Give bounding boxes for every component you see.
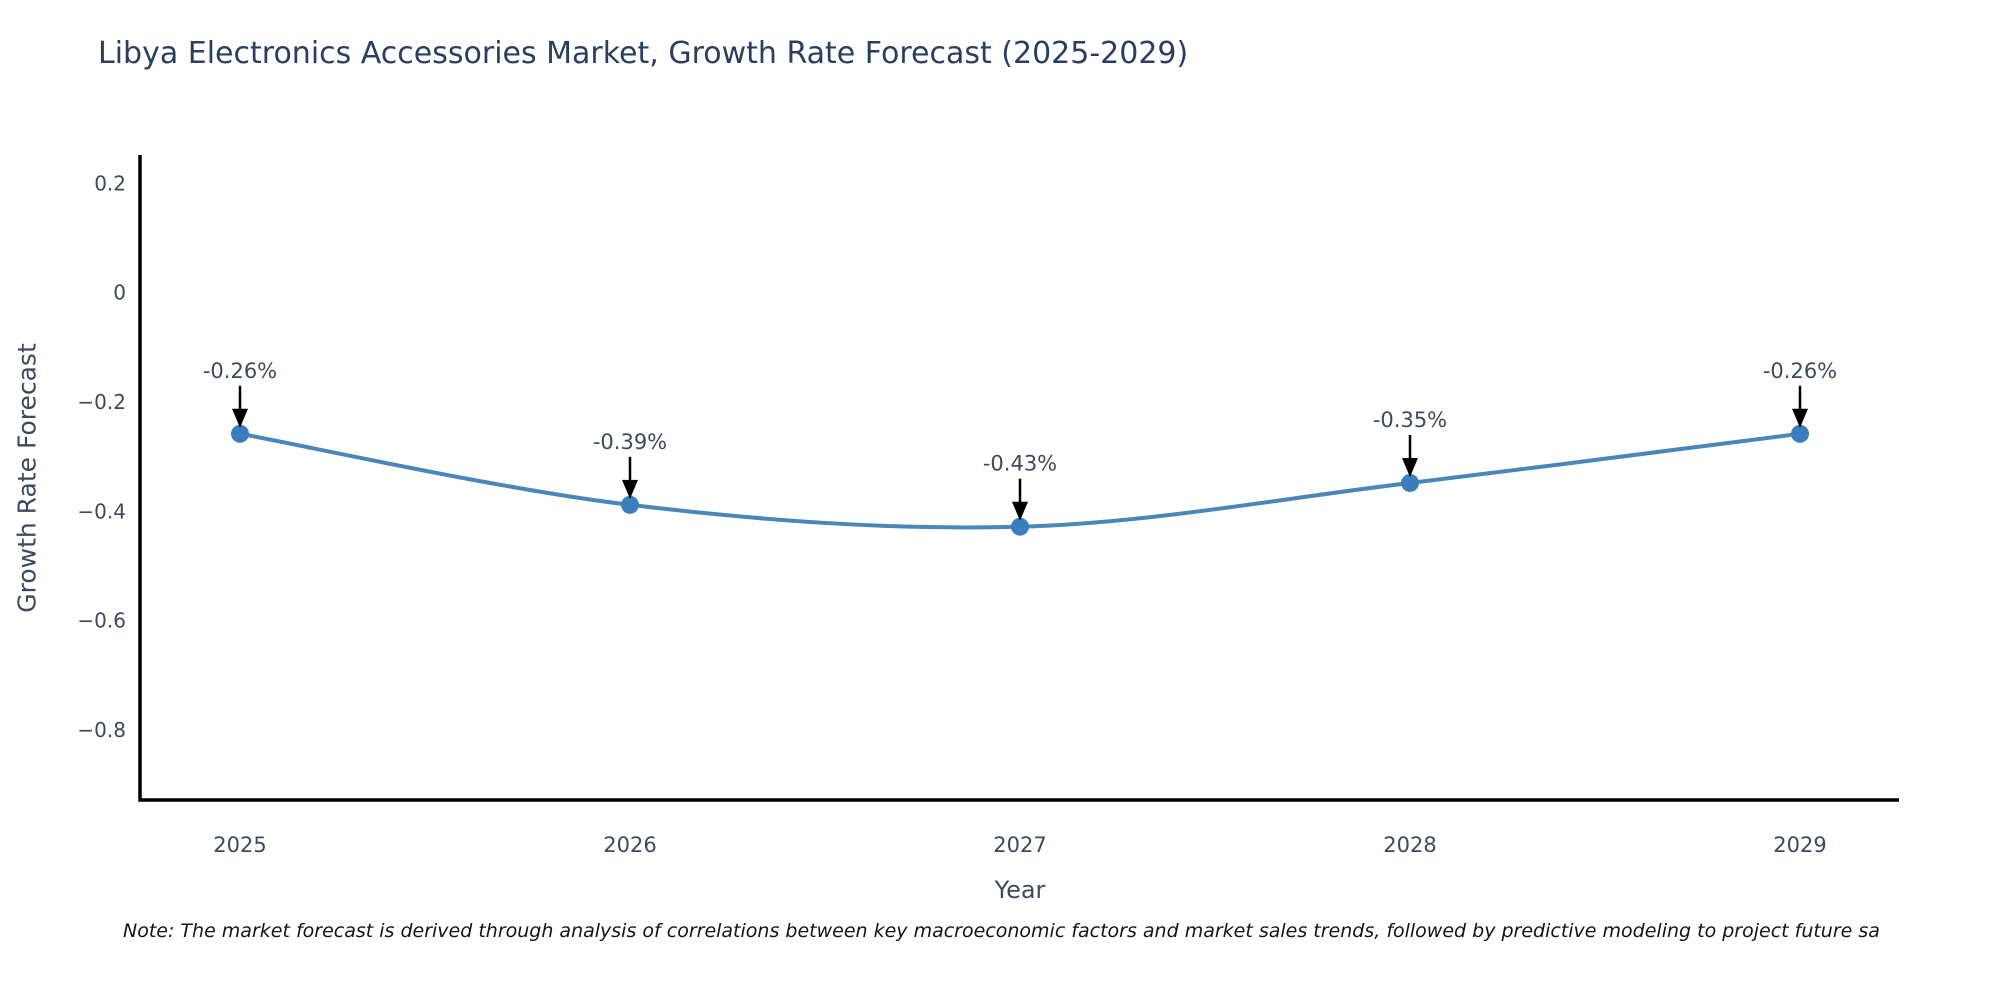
x-tick-label: 2028 (1383, 833, 1436, 857)
footnote: Note: The market forecast is derived thr… (123, 920, 1880, 942)
x-tick-label: 2029 (1773, 833, 1826, 857)
data-point (621, 495, 639, 514)
y-tick-label: −0.8 (77, 718, 126, 742)
y-tick-label: −0.2 (77, 390, 126, 414)
data-point (1791, 424, 1809, 443)
annotation-arrow-head (622, 479, 638, 499)
axis-spines (138, 155, 1899, 802)
x-tick-label: 2025 (213, 833, 266, 857)
data-point (1401, 473, 1419, 492)
y-tick-label: −0.6 (77, 609, 126, 633)
point-annotation-label: -0.26% (203, 359, 277, 383)
annotation-arrow-head (232, 408, 248, 428)
point-annotation-label: -0.26% (1763, 359, 1837, 383)
data-point (231, 424, 249, 443)
chart-title: Libya Electronics Accessories Market, Gr… (98, 36, 1189, 71)
y-tick-label: 0 (113, 281, 126, 305)
x-tick-label: 2027 (993, 833, 1046, 857)
annotation-arrow-head (1792, 408, 1808, 428)
x-tick-label: 2026 (603, 833, 656, 857)
x-axis-title: Year (994, 876, 1046, 904)
annotation-arrow-head (1402, 457, 1418, 477)
y-tick-label: 0.2 (94, 171, 126, 195)
point-annotation-label: -0.43% (983, 452, 1057, 476)
annotation-arrow-head (1012, 501, 1028, 521)
point-annotation-label: -0.35% (1373, 408, 1447, 432)
data-point (1011, 517, 1029, 536)
y-tick-label: −0.4 (77, 499, 126, 523)
point-annotation-label: -0.39% (593, 430, 667, 454)
